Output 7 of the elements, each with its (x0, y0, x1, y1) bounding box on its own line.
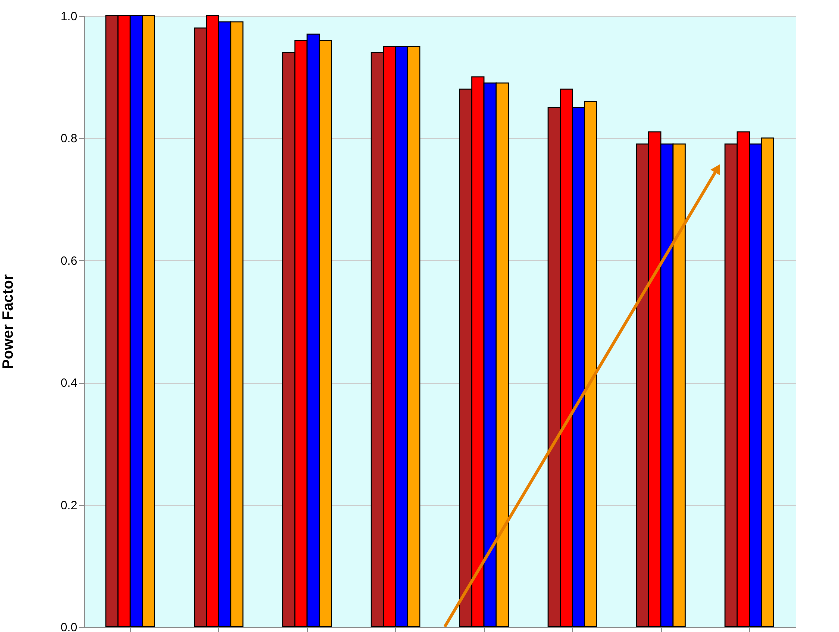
y-tick-label: 0.0 (60, 620, 78, 632)
y-tick-label: 0.8 (60, 132, 78, 146)
y-axis-title: Power Factor (0, 274, 17, 370)
y-tick-label: 0.2 (60, 498, 78, 512)
y-tick-label: 1.0 (60, 10, 78, 24)
y-tick-label: 0.4 (60, 376, 78, 390)
y-tick-label: 0.6 (60, 254, 78, 268)
